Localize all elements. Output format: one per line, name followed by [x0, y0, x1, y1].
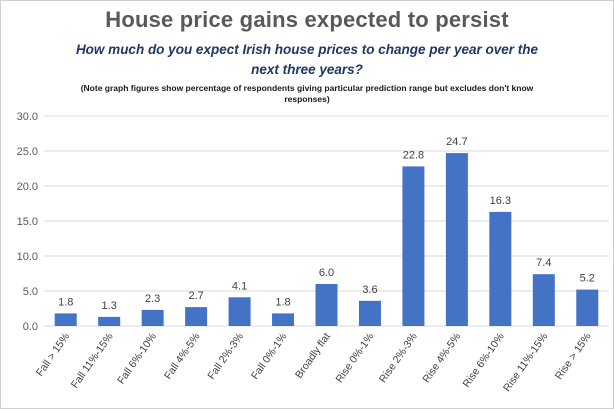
y-tick-label: 20.0: [17, 181, 38, 193]
x-tick-label: Rise > 15%: [553, 331, 594, 382]
data-label: 22.8: [403, 149, 424, 161]
x-tick-label: Fall 0%-1%: [249, 331, 290, 382]
bar: [228, 297, 251, 326]
bar: [532, 274, 555, 326]
chart-subtitle: How much do you expect Irish house price…: [75, 42, 539, 77]
bar: [185, 307, 208, 326]
data-label: 3.6: [362, 284, 377, 296]
data-label: 2.3: [145, 293, 160, 305]
y-tick-label: 10.0: [17, 251, 38, 263]
x-tick-label: Fall 4%-5%: [162, 331, 203, 382]
bar: [98, 316, 121, 326]
x-tick-label: Rise 11%-15%: [501, 331, 550, 394]
data-label: 4.1: [232, 280, 247, 292]
bar: [576, 289, 599, 326]
data-label: 7.4: [536, 257, 551, 269]
x-tick-label: Fall 11%-15%: [69, 331, 116, 391]
x-tick-label: Rise 0%-1%: [333, 331, 376, 385]
x-tick-label: Rise 2%-3%: [377, 331, 420, 385]
bar: [141, 309, 164, 326]
x-tick-label: Fall 2%-3%: [205, 331, 246, 382]
x-tick-label: Rise 4%-5%: [420, 331, 463, 385]
bar: [402, 166, 425, 326]
bar: [272, 313, 295, 326]
chart-title: House price gains expected to persist: [105, 7, 509, 32]
chart-note: (Note graph figures show percentage of r…: [80, 83, 534, 104]
data-label: 24.7: [446, 136, 467, 148]
x-tick-label: Fall > 15%: [34, 331, 72, 379]
y-tick-label: 15.0: [17, 216, 38, 228]
data-label: 5.2: [580, 273, 595, 285]
bar: [358, 300, 381, 326]
y-tick-label: 25.0: [17, 146, 38, 158]
y-tick-label: 5.0: [23, 286, 38, 298]
data-label: 1.3: [102, 300, 117, 312]
bar: [315, 284, 338, 326]
x-tick-label: Broadly flat: [293, 331, 333, 381]
data-label: 1.8: [275, 296, 290, 308]
data-label: 2.7: [188, 290, 203, 302]
bar: [54, 313, 77, 326]
x-tick-label: Rise 6%-10%: [460, 331, 506, 390]
data-label: 16.3: [490, 195, 511, 207]
bar: [489, 211, 512, 326]
data-label: 6.0: [319, 267, 334, 279]
x-tick-label: Fall 6%-10%: [115, 331, 159, 387]
y-tick-label: 0.0: [23, 321, 38, 333]
data-label: 1.8: [58, 296, 73, 308]
y-tick-label: 30.0: [17, 111, 38, 123]
bar: [445, 153, 468, 326]
